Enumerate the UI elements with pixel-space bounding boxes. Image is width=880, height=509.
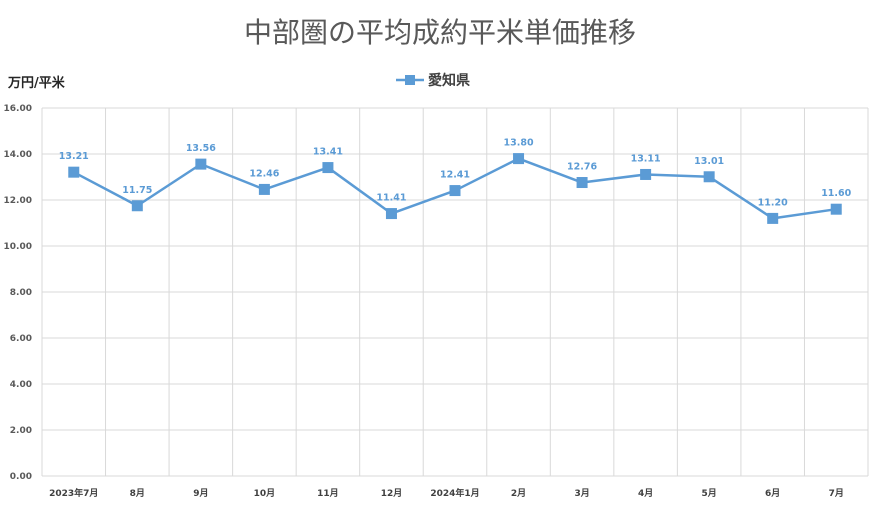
y-tick-label: 14.00 (4, 150, 32, 160)
data-point (513, 153, 525, 165)
data-point (68, 166, 80, 178)
data-label: 12.46 (249, 168, 279, 179)
data-point (449, 185, 461, 197)
data-point (576, 177, 588, 189)
legend: 愛知県 (396, 72, 470, 89)
x-tick-label: 11月 (317, 488, 339, 499)
x-tick-label: 2023年7月 (49, 487, 98, 499)
data-label: 13.56 (186, 143, 216, 154)
data-label: 13.21 (59, 151, 89, 162)
data-label: 13.11 (631, 153, 661, 164)
y-axis-ticks: 0.00 2.00 4.00 6.00 8.00 10.00 12.00 14.00 16.00 (4, 104, 32, 482)
y-tick-label: 4.00 (10, 380, 32, 390)
x-tick-label: 4月 (638, 488, 653, 499)
data-point (131, 200, 143, 212)
data-point (322, 162, 334, 174)
data-label: 11.75 (122, 185, 152, 196)
data-point (195, 158, 207, 170)
data-label: 11.41 (376, 193, 406, 204)
y-tick-label: 10.00 (4, 242, 32, 252)
data-label: 13.01 (694, 156, 724, 167)
x-tick-label: 8月 (130, 488, 145, 499)
data-point (640, 168, 652, 180)
x-tick-label: 3月 (574, 488, 589, 499)
y-tick-label: 2.00 (10, 426, 32, 436)
gridlines (41, 107, 869, 477)
y-tick-label: 8.00 (10, 288, 32, 298)
data-label: 13.41 (313, 147, 343, 158)
legend-label: 愛知県 (428, 72, 470, 89)
y-axis-unit-label: 万円/平米 (7, 75, 66, 91)
data-label: 12.76 (567, 162, 597, 173)
x-tick-label: 5月 (702, 488, 717, 499)
data-label: 11.20 (758, 197, 788, 208)
x-tick-label: 2024年1月 (430, 487, 479, 499)
y-tick-label: 16.00 (4, 104, 32, 114)
data-point (703, 171, 715, 183)
chart-title: 中部圏の平均成約平米単価推移 (244, 16, 636, 49)
series-愛知県: 13.21 11.75 13.56 12.46 13.41 11.41 12.41 13.80… (59, 138, 852, 224)
x-axis-ticks: 2023年7月 8月 9月 10月 11月 12月 2024年1月 2月 3月 4月 5月 6月 7月 (49, 487, 844, 499)
data-label: 11.60 (821, 188, 851, 199)
x-tick-label: 7月 (829, 488, 844, 499)
data-point (258, 183, 270, 195)
x-tick-label: 9月 (193, 488, 208, 499)
data-point (830, 203, 842, 215)
data-label: 13.80 (504, 138, 534, 149)
data-label: 12.41 (440, 170, 470, 181)
x-tick-label: 2月 (511, 488, 526, 499)
data-point (767, 212, 779, 224)
y-tick-label: 0.00 (10, 472, 32, 482)
x-tick-label: 12月 (381, 488, 403, 499)
y-tick-label: 12.00 (4, 196, 32, 206)
x-tick-label: 6月 (765, 488, 780, 499)
y-tick-label: 6.00 (10, 334, 32, 344)
data-point (385, 208, 397, 220)
x-tick-label: 10月 (254, 488, 276, 499)
legend-marker (405, 75, 415, 85)
